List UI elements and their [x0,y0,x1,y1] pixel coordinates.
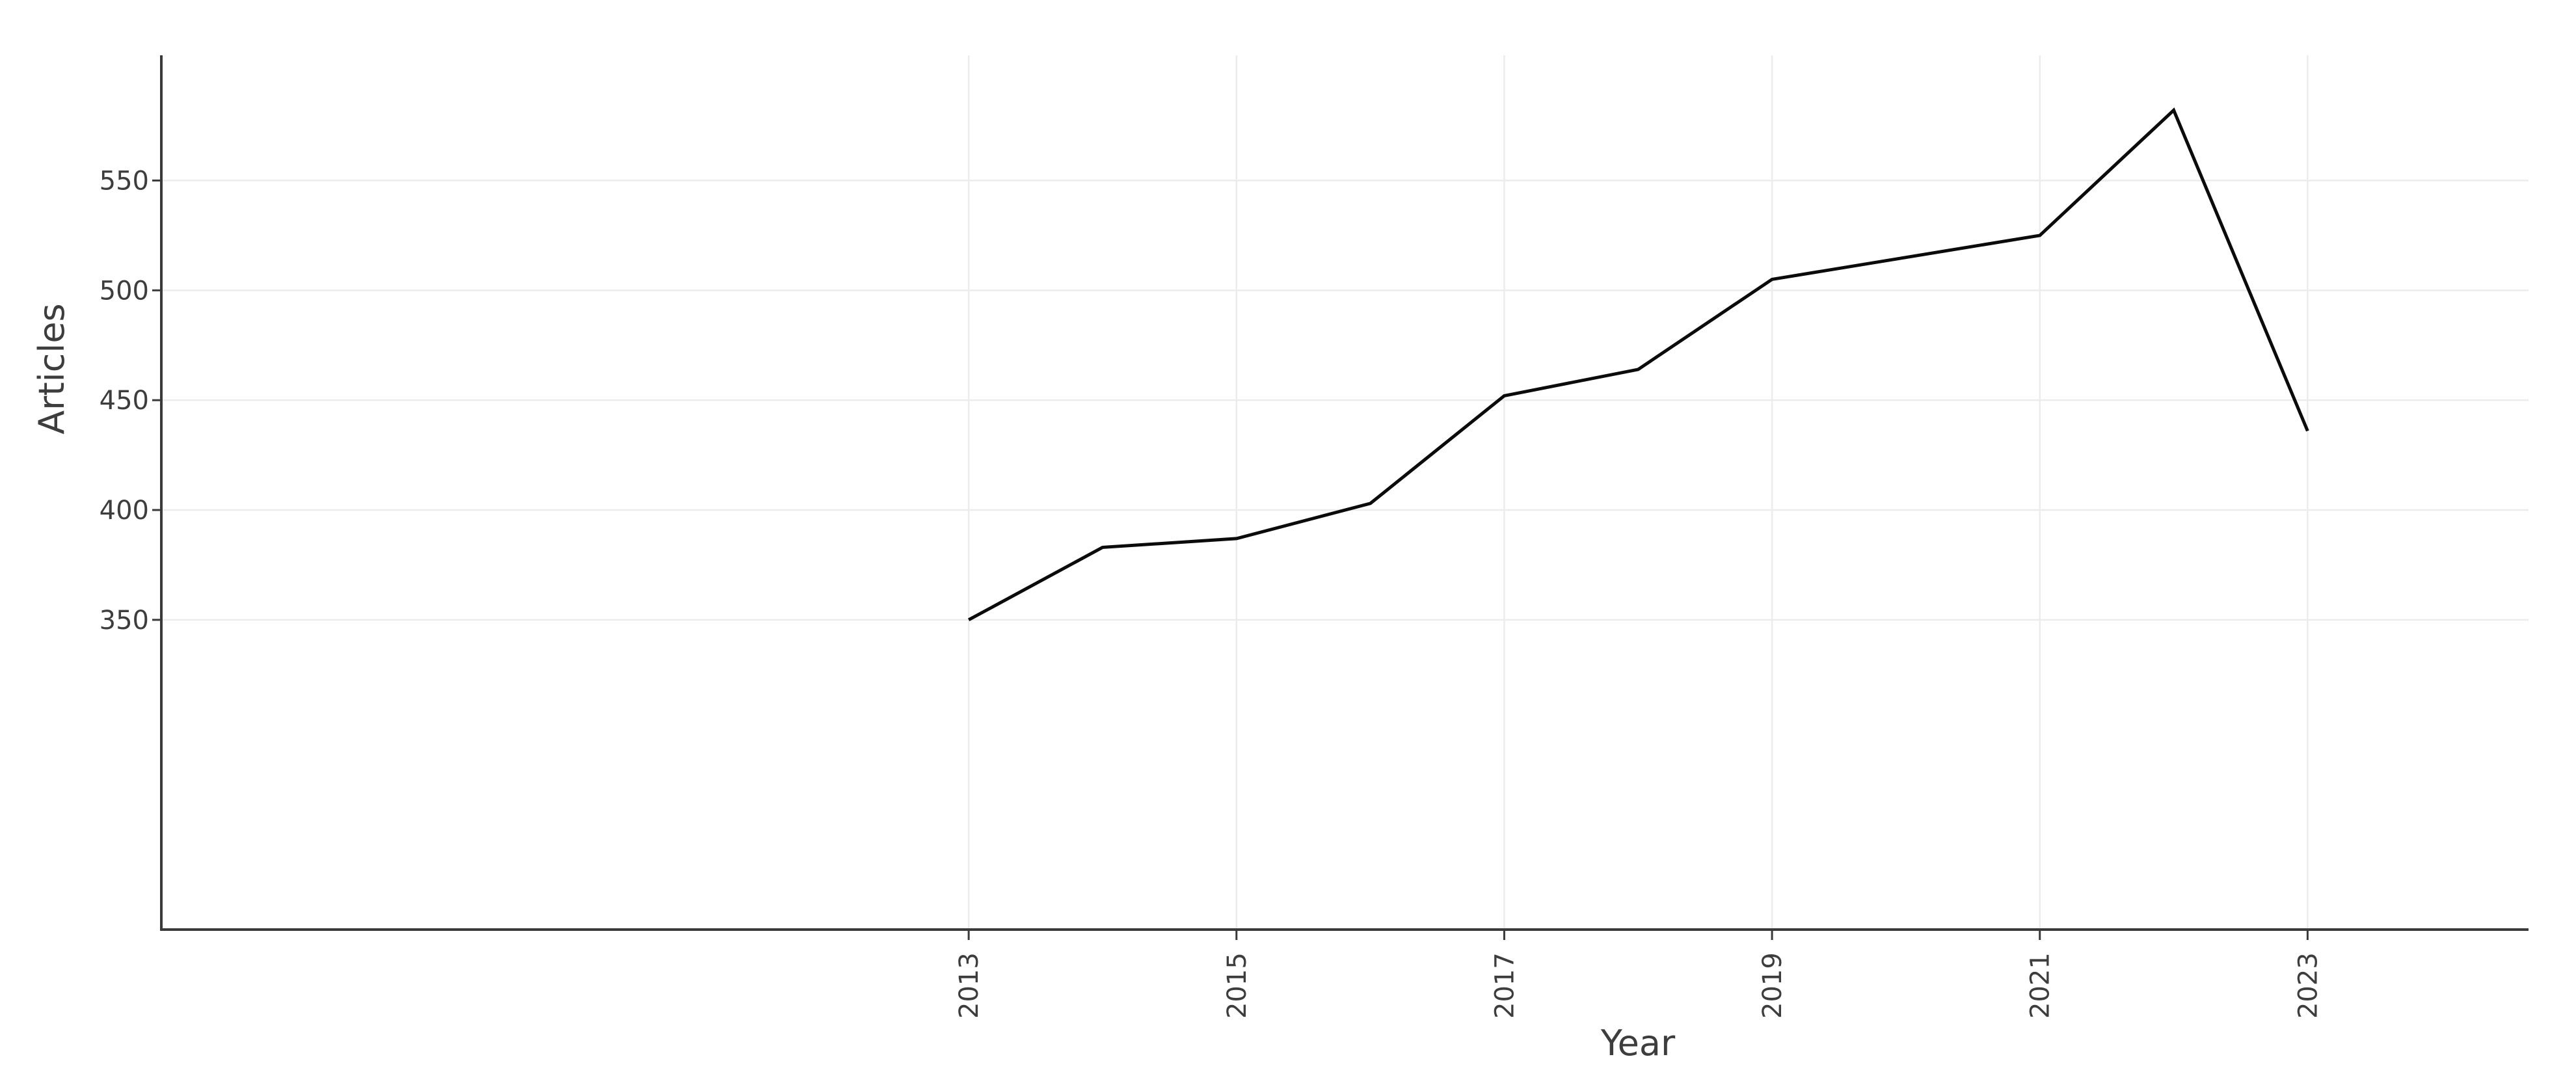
x-tick-label: 2017 [1490,952,1520,1019]
y-tick-label: 350 [100,606,149,636]
x-tick-label: 2015 [1222,952,1252,1019]
x-tick-label: 2013 [954,952,984,1019]
tick-marks [152,179,2309,940]
y-tick-label: 550 [100,166,149,196]
x-axis-title: Year [1600,1023,1676,1064]
x-tick-label: 2019 [1758,952,1788,1019]
x-tick-label: 2023 [2293,952,2323,1019]
y-tick-label: 500 [100,276,149,306]
data-line-articles [967,107,2309,622]
tick-labels: 350 400 450 500 550 2013 2015 2017 2019 2021 2023 [100,166,2324,1019]
gridlines [163,55,2529,930]
series-lines [967,107,2309,622]
y-axis-title: Articles [31,303,72,434]
y-tick-label: 400 [100,496,149,526]
x-tick-label: 2021 [2026,952,2056,1019]
y-tick-label: 450 [100,386,149,416]
axes [160,55,2529,931]
